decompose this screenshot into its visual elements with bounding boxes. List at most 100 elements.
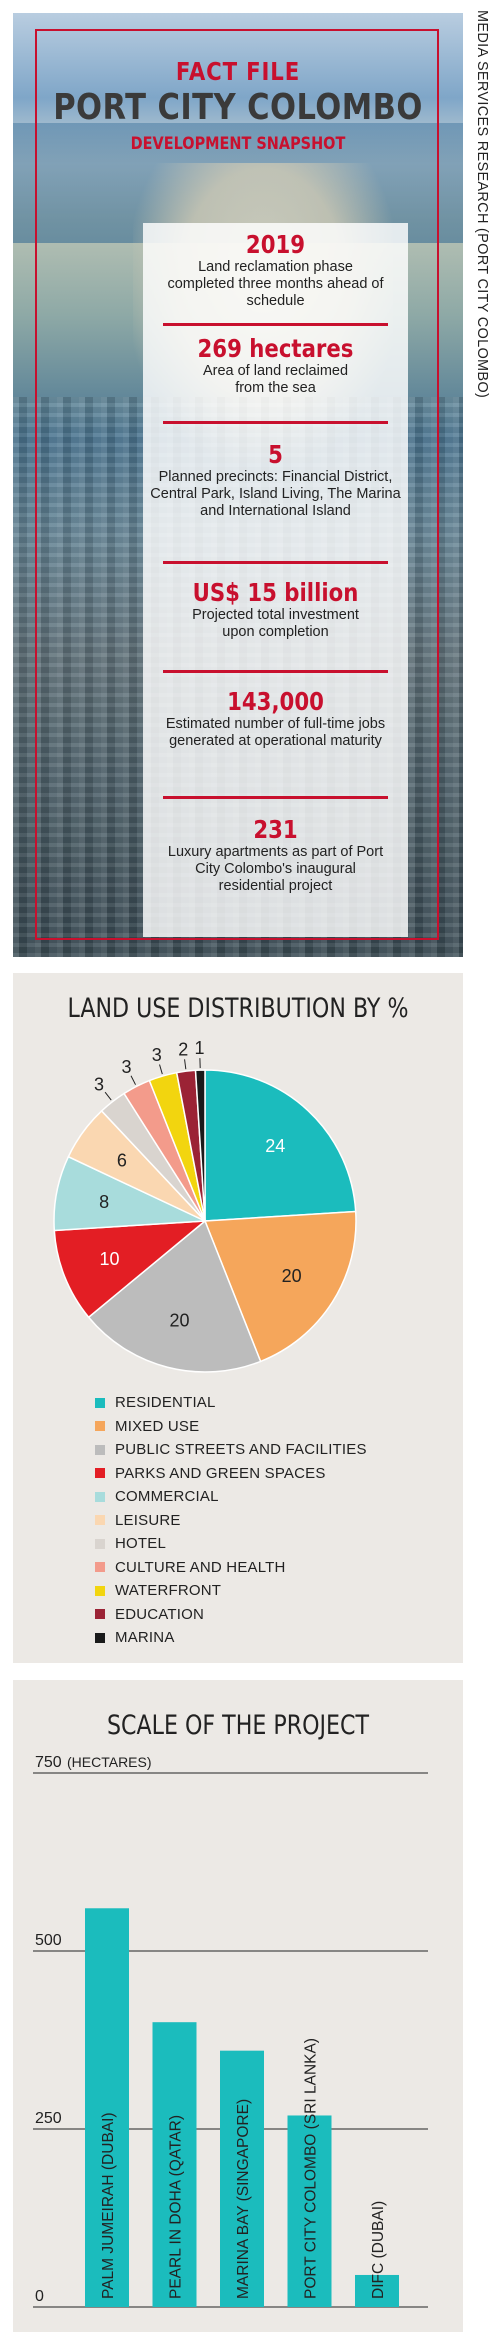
legend-label: MIXED USE (115, 1417, 200, 1435)
fact-item: 143,000 Estimated number of full-time jo… (143, 688, 408, 750)
bar-category-label: DIFC (DUBAI) (370, 2201, 387, 2299)
fact-description: Area of land reclaimed from the sea (202, 363, 349, 396)
land-use-panel: LAND USE DISTRIBUTION BY % 24 20 20 10 8 6 3 3 3… (13, 973, 463, 1663)
pie-leader-line (104, 1091, 112, 1101)
fact-description: Estimated number of full-time jobs gener… (165, 716, 386, 749)
legend-label: PARKS AND GREEN SPACES (115, 1464, 326, 1482)
pie-leader-line (184, 1059, 187, 1070)
legend-item: COMMERCIAL (95, 1485, 367, 1509)
legend-label: CULTURE AND HEALTH (115, 1558, 286, 1576)
pie-slice-public-streets-and-facilities (87, 1219, 262, 1373)
fact-value: US$ 15 billion (192, 578, 359, 607)
bar (355, 2274, 399, 2307)
side-credit: MEDIA SERVICES RESEARCH (PORT CITY COLOM… (474, 10, 490, 399)
pie-value-label: 2 (178, 1039, 188, 1059)
legend-item: RESIDENTIAL (95, 1391, 367, 1415)
pie-value-label: 3 (152, 1045, 162, 1065)
fact-item: 5 Planned precincts: Financial District,… (143, 441, 408, 520)
fact-description: Land reclamation phase completed three m… (167, 259, 384, 309)
y-tick-label: 750 (35, 1754, 62, 1771)
pie-leader-line (130, 1075, 136, 1085)
fact-file-title: PORT CITY COLOMBO (53, 87, 423, 128)
legend-item: LEISURE (95, 1509, 367, 1533)
legend-item: WATERFRONT (95, 1579, 367, 1603)
fact-file-kicker: FACT FILE (175, 57, 301, 86)
fact-description: Planned precincts: Financial District, C… (150, 469, 401, 519)
legend-swatch (95, 1515, 105, 1526)
pie-value-label: 24 (265, 1136, 285, 1156)
fact-item: US$ 15 billion Projected total investmen… (143, 579, 408, 641)
fact-divider (163, 670, 388, 673)
fact-value: 231 (253, 815, 298, 844)
y-tick-label: 500 (35, 1932, 62, 1949)
legend-label: LEISURE (115, 1511, 181, 1529)
y-axis-unit-label: (HECTARES) (67, 1754, 152, 1770)
bar-category-label: PORT CITY COLOMBO (SRI LANKA) (303, 2038, 320, 2299)
pie-slice-parks-and-green-spaces (53, 1220, 208, 1319)
pie-legend: RESIDENTIAL MIXED USE PUBLIC STREETS AND F… (95, 1391, 367, 1650)
pie-value-label: 10 (100, 1249, 120, 1269)
legend-swatch (95, 1562, 105, 1573)
fact-divider (163, 323, 388, 326)
pie-value-label: 3 (121, 1057, 131, 1077)
legend-swatch (95, 1421, 105, 1432)
legend-item: EDUCATION (95, 1603, 367, 1627)
legend-item: PARKS AND GREEN SPACES (95, 1462, 367, 1486)
fact-item: 231 Luxury apartments as part of Port Ci… (143, 816, 408, 895)
legend-label: WATERFRONT (115, 1582, 222, 1600)
bar (85, 1908, 129, 2307)
pie-leader-line (159, 1064, 163, 1075)
facts-box: 2019 Land reclamation phase completed th… (143, 223, 408, 937)
legend-swatch (95, 1538, 105, 1549)
fact-description: Luxury apartments as part of Port City C… (167, 844, 384, 894)
legend-label: PUBLIC STREETS AND FACILITIES (115, 1441, 367, 1459)
legend-swatch (95, 1585, 105, 1596)
bar-chart-title: SCALE OF THE PROJECT (106, 1710, 370, 1741)
pie-value-label: 8 (99, 1192, 109, 1212)
legend-label: MARINA (115, 1629, 175, 1647)
fact-file-subtitle: DEVELOPMENT SNAPSHOT (130, 134, 346, 154)
bar-category-label: PALM JUMEIRAH (DUBAI) (100, 2112, 117, 2299)
pie-slice-mixed-use (203, 1210, 357, 1363)
legend-item: MARINA (95, 1626, 367, 1650)
legend-swatch (95, 1491, 105, 1502)
fact-item: 269 hectares Area of land reclaimed from… (143, 335, 408, 397)
fact-divider (163, 561, 388, 564)
legend-label: HOTEL (115, 1535, 167, 1553)
y-tick-label: 250 (35, 2110, 62, 2127)
bar (152, 2022, 197, 2307)
legend-swatch (95, 1468, 105, 1479)
fact-item: 2019 Land reclamation phase completed th… (143, 231, 408, 310)
red-frame (35, 29, 439, 940)
fact-value: 143,000 (227, 687, 324, 716)
legend-label: EDUCATION (115, 1605, 205, 1623)
bar (220, 2050, 264, 2307)
legend-swatch (95, 1444, 105, 1455)
pie-value-label: 20 (169, 1310, 189, 1330)
legend-item: PUBLIC STREETS AND FACILITIES (95, 1438, 367, 1462)
bar-chart: 0 250 500 750 (HECTARES) PALM JUMEIRAH (DUBAI… (33, 1754, 428, 2308)
pie-value-label: 20 (282, 1266, 302, 1286)
legend-label: RESIDENTIAL (115, 1394, 216, 1412)
fact-divider (163, 796, 388, 799)
legend-swatch (95, 1609, 105, 1620)
legend-swatch (95, 1632, 105, 1643)
legend-label: COMMERCIAL (115, 1488, 219, 1506)
bar-category-label: PEARL IN DOHA (QATAR) (168, 2115, 185, 2299)
pie-slice-residential (204, 1069, 357, 1222)
fact-divider (163, 421, 388, 424)
y-tick-label: 0 (35, 2288, 44, 2305)
fact-description: Projected total investment upon completi… (192, 607, 359, 640)
pie-value-label: 6 (117, 1151, 127, 1171)
pie-chart-title: LAND USE DISTRIBUTION BY % (67, 993, 409, 1024)
fact-value: 2019 (245, 230, 306, 259)
bar-category-label: MARINA BAY (SINGAPORE) (235, 2099, 252, 2299)
fact-value: 269 hectares (197, 334, 354, 363)
pie-value-label: 3 (94, 1074, 104, 1094)
fact-value: 5 (268, 440, 283, 469)
pie-slice-marina (194, 1069, 206, 1222)
legend-swatch (95, 1397, 105, 1408)
fact-file-panel: FACT FILE PORT CITY COLOMBO DEVELOPMENT … (13, 13, 463, 957)
legend-item: MIXED USE (95, 1415, 367, 1439)
legend-item: CULTURE AND HEALTH (95, 1556, 367, 1580)
